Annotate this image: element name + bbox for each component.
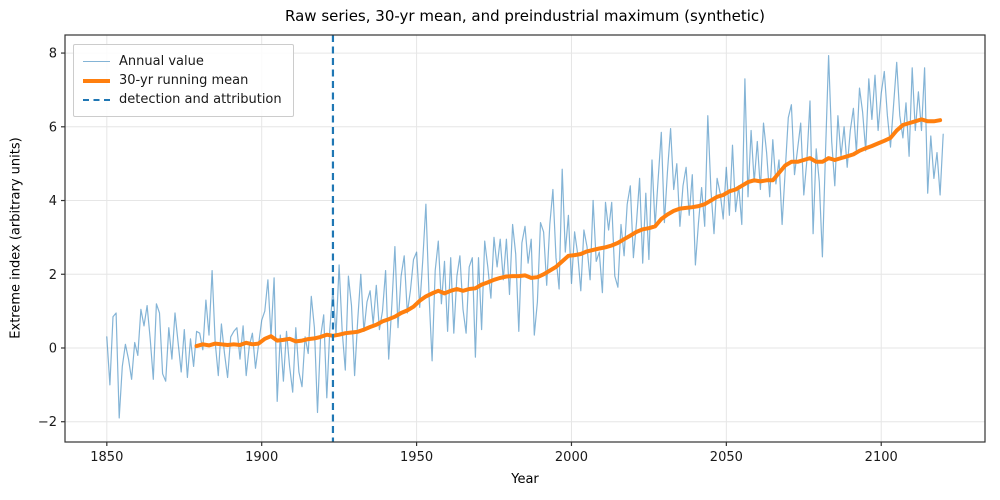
annual-value-line-swatch-icon — [83, 61, 110, 62]
chart-title: Raw series, 30-yr mean, and preindustria… — [285, 7, 765, 25]
x-tick-label-2100: 2100 — [865, 450, 898, 465]
legend: Annual value 30-yr running mean detectio… — [73, 44, 294, 117]
x-tick-label-1850: 1850 — [90, 450, 123, 465]
legend-label: detection and attribution — [119, 92, 282, 107]
axes-spines — [64, 34, 986, 443]
x-tick-label-1900: 1900 — [245, 450, 278, 465]
detection-line-swatch-icon — [83, 98, 110, 101]
y-tick-label-2: 2 — [49, 268, 57, 283]
y-tick-label-4: 4 — [49, 194, 57, 209]
running-mean-line — [194, 117, 943, 349]
y-axis-label: Extreme index (arbitrary units) — [8, 137, 24, 339]
annual-series-line — [106, 54, 944, 419]
y-tick-label-0: 0 — [49, 341, 57, 356]
x-tick-label-2050: 2050 — [710, 450, 743, 465]
legend-item-annual-value: Annual value — [83, 52, 282, 71]
legend-label: Annual value — [119, 54, 204, 69]
y-tick-label-6: 6 — [49, 120, 57, 135]
x-tick-label-2000: 2000 — [555, 450, 588, 465]
legend-item-detection: detection and attribution — [83, 90, 282, 109]
legend-item-running-mean: 30-yr running mean — [83, 71, 282, 90]
y-tick-label-8: 8 — [49, 47, 57, 62]
x-axis-label: Year — [511, 472, 539, 487]
x-tick-label-1950: 1950 — [400, 450, 433, 465]
y-tick-label--2: −2 — [38, 415, 57, 430]
running-mean-line-swatch-icon — [83, 78, 110, 83]
legend-label: 30-yr running mean — [119, 73, 249, 88]
